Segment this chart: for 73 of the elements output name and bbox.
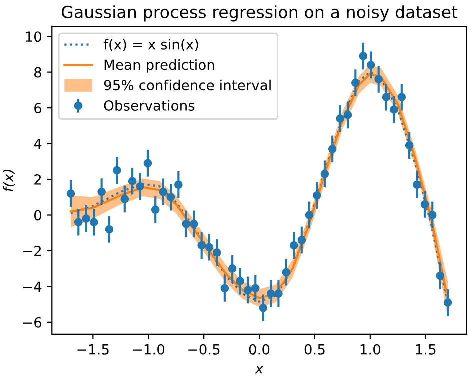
chart-title: Gaussian process regression on a noisy dataset bbox=[62, 6, 458, 22]
point bbox=[351, 78, 360, 88]
point bbox=[390, 106, 398, 114]
y-tick-label: 2 bbox=[34, 174, 42, 185]
annotation: 95% confidence interval bbox=[104, 80, 271, 91]
point bbox=[282, 268, 291, 277]
point bbox=[205, 243, 214, 252]
point bbox=[366, 61, 376, 70]
point bbox=[182, 220, 191, 228]
x-axis-title: x bbox=[255, 366, 264, 374]
y-tick-label: 6 bbox=[34, 103, 42, 114]
point bbox=[398, 93, 406, 102]
y-tick-label: 4 bbox=[34, 138, 42, 150]
point bbox=[212, 248, 222, 257]
x-tick-label: −1.5 bbox=[78, 344, 109, 355]
x-tick-label: 1.0 bbox=[360, 344, 381, 355]
x-tick-label: 0.0 bbox=[249, 344, 270, 355]
y-tick-label: −4 bbox=[23, 282, 42, 292]
point bbox=[166, 193, 176, 202]
point bbox=[336, 114, 345, 123]
y-tick-label: −6 bbox=[23, 317, 42, 328]
point bbox=[344, 111, 352, 120]
point bbox=[359, 52, 368, 60]
point bbox=[136, 182, 144, 191]
x-tick-label: 0.5 bbox=[304, 344, 325, 355]
point bbox=[320, 170, 330, 178]
point bbox=[313, 191, 322, 200]
y-tick-label: −2 bbox=[23, 246, 42, 256]
x-tick-label: −1.0 bbox=[133, 344, 165, 355]
y-tick-label: 0 bbox=[34, 210, 42, 221]
point bbox=[190, 220, 198, 228]
point bbox=[259, 304, 268, 312]
point bbox=[144, 159, 152, 168]
point bbox=[374, 75, 384, 84]
x-tick-label: −0.5 bbox=[188, 344, 220, 355]
point bbox=[413, 180, 422, 190]
legend-label: f(x) = x sin(x) bbox=[104, 39, 198, 52]
point bbox=[105, 225, 114, 234]
y-tick-label: 8 bbox=[34, 67, 42, 78]
point bbox=[328, 144, 337, 154]
point bbox=[305, 211, 314, 220]
point bbox=[244, 286, 252, 294]
point bbox=[444, 298, 452, 307]
point bbox=[236, 277, 244, 286]
x-tick-label: 1.5 bbox=[416, 344, 436, 355]
point bbox=[159, 188, 168, 196]
point bbox=[151, 206, 160, 214]
legend-label: Observations bbox=[104, 100, 195, 112]
point bbox=[266, 290, 276, 298]
point bbox=[98, 188, 106, 196]
point bbox=[174, 180, 183, 190]
point bbox=[66, 190, 76, 198]
point bbox=[220, 284, 230, 293]
point bbox=[228, 264, 237, 274]
point bbox=[382, 93, 391, 102]
point bbox=[251, 284, 260, 293]
point bbox=[436, 272, 445, 280]
point bbox=[74, 218, 83, 227]
point bbox=[405, 141, 414, 150]
point bbox=[298, 236, 306, 244]
point bbox=[198, 241, 206, 250]
point bbox=[90, 218, 98, 227]
point bbox=[128, 177, 137, 186]
point bbox=[420, 200, 430, 209]
y-tick-label: 10 bbox=[26, 32, 42, 42]
point bbox=[82, 214, 91, 223]
point bbox=[428, 211, 437, 220]
y-axis-title: f(x) bbox=[2, 170, 16, 192]
point bbox=[274, 290, 283, 298]
point bbox=[120, 195, 130, 204]
point bbox=[112, 166, 122, 175]
legend-label: Mean prediction bbox=[104, 59, 214, 73]
point bbox=[290, 241, 298, 250]
